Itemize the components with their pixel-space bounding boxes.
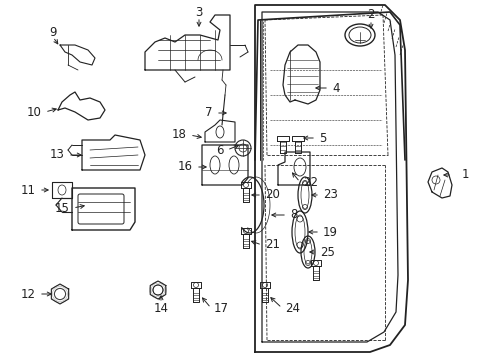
- Text: 6: 6: [216, 144, 224, 157]
- Text: 17: 17: [214, 302, 228, 315]
- Text: 22: 22: [303, 175, 317, 189]
- Text: 2: 2: [366, 9, 374, 22]
- Text: 25: 25: [319, 246, 334, 258]
- Text: 16: 16: [178, 161, 193, 174]
- Text: 5: 5: [318, 131, 325, 144]
- Text: 14: 14: [153, 302, 168, 315]
- Text: 20: 20: [264, 189, 279, 202]
- Text: 8: 8: [289, 208, 297, 221]
- Text: 18: 18: [172, 129, 186, 141]
- Text: 3: 3: [195, 5, 202, 18]
- Text: 21: 21: [264, 238, 280, 252]
- Text: 24: 24: [285, 302, 299, 315]
- Text: 4: 4: [331, 81, 339, 94]
- Text: 12: 12: [21, 288, 36, 301]
- Text: 10: 10: [27, 105, 42, 118]
- Text: 1: 1: [461, 168, 468, 181]
- Text: 11: 11: [21, 184, 36, 197]
- Text: 7: 7: [205, 107, 213, 120]
- Text: 19: 19: [323, 225, 337, 238]
- Text: 13: 13: [50, 148, 65, 162]
- Text: 15: 15: [55, 202, 70, 215]
- Text: 9: 9: [49, 26, 57, 39]
- Text: 23: 23: [323, 189, 337, 202]
